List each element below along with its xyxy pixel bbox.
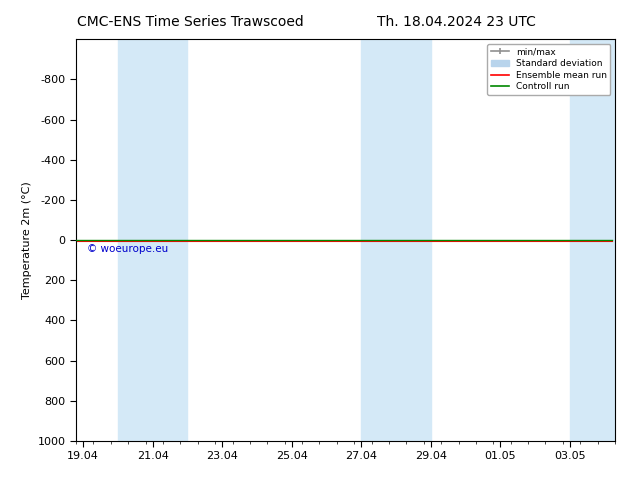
Text: CMC-ENS Time Series Trawscoed: CMC-ENS Time Series Trawscoed [77, 15, 304, 29]
Text: Th. 18.04.2024 23 UTC: Th. 18.04.2024 23 UTC [377, 15, 536, 29]
Bar [570, 39, 622, 441]
Bar [118, 39, 187, 441]
Bar [361, 39, 430, 441]
Legend: min/max, Standard deviation, Ensemble mean run, Controll run: min/max, Standard deviation, Ensemble me… [487, 44, 611, 95]
Text: © woeurope.eu: © woeurope.eu [86, 244, 168, 254]
Y-axis label: Temperature 2m (°C): Temperature 2m (°C) [22, 181, 32, 299]
